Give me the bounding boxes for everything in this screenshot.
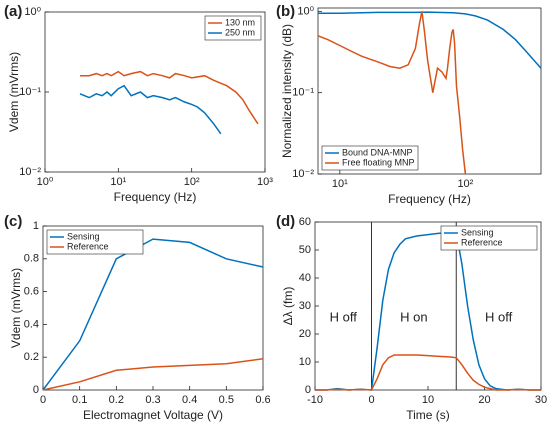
data-line	[42, 238, 264, 391]
legend-label: Sensing	[461, 227, 494, 237]
y-tick-label: 10⁰	[297, 5, 314, 17]
y-tick-label: 10	[299, 356, 311, 368]
data-line	[318, 11, 542, 69]
y-tick-label: 0.8	[24, 253, 39, 265]
x-tick-label: 0.5	[219, 394, 234, 406]
data-line	[42, 358, 264, 391]
data-line	[315, 354, 541, 391]
x-axis-label: Electromagnet Voltage (V)	[83, 408, 223, 422]
x-tick-label: 0	[368, 394, 374, 406]
x-tick-label: 10⁰	[37, 176, 54, 188]
legend-label: 130 nm	[225, 17, 255, 27]
legend-label: Free floating MNP	[342, 157, 415, 167]
x-tick-label: 10¹	[332, 178, 348, 190]
panel-label: (d)	[276, 213, 295, 230]
y-tick-label: 10⁰	[24, 6, 41, 18]
legend-box	[321, 145, 419, 171]
x-tick-label: 20	[478, 394, 490, 406]
y-tick-label: 60	[299, 216, 311, 228]
legend-box	[46, 229, 144, 255]
x-tick-label: 0.6	[255, 394, 270, 406]
legend-box	[204, 15, 262, 41]
x-tick-label: -10	[307, 394, 323, 406]
y-tick-label: 0	[33, 384, 39, 396]
y-tick-label: 0.2	[24, 351, 39, 363]
legend-label: Sensing	[67, 231, 100, 241]
data-line	[317, 11, 467, 175]
y-tick-label: 40	[299, 272, 311, 284]
x-tick-label: 0.3	[145, 394, 160, 406]
x-tick-label: 10²	[457, 178, 473, 190]
y-tick-label: 1	[33, 220, 39, 232]
x-axis-label: Time (s)	[406, 408, 450, 422]
x-tick-label: 0	[40, 394, 46, 406]
x-axis-label: Frequency (Hz)	[388, 192, 471, 206]
legend-label: Reference	[67, 241, 109, 251]
y-tick-label: 10⁻¹	[19, 86, 41, 98]
y-tick-label: 50	[299, 244, 311, 256]
y-tick-label: 10⁻²	[292, 168, 314, 180]
data-line	[79, 84, 222, 135]
x-tick-label: 0.2	[109, 394, 124, 406]
plot-area	[317, 7, 542, 175]
y-tick-label: 0.6	[24, 286, 39, 298]
y-axis-label: Vdem (mVrms)	[9, 268, 23, 348]
x-tick-label: 0.4	[182, 394, 197, 406]
panel-label: (c)	[4, 213, 22, 230]
x-axis-label: Frequency (Hz)	[114, 190, 197, 204]
annotation: H on	[400, 309, 427, 324]
x-tick-label: 10	[422, 394, 434, 406]
y-axis-label: Normalized intensity (dB)	[280, 24, 294, 158]
y-tick-label: 10⁻²	[19, 166, 41, 178]
x-tick-label: 0.1	[72, 394, 87, 406]
legend-label: Reference	[461, 237, 503, 247]
annotation: H off	[330, 309, 358, 324]
y-tick-label: 0	[305, 384, 311, 396]
legend-label: 250 nm	[225, 27, 255, 37]
x-tick-label: 10³	[257, 176, 273, 188]
y-tick-label: 20	[299, 328, 311, 340]
y-tick-label: 10⁻¹	[292, 87, 314, 99]
y-tick-label: 30	[299, 300, 311, 312]
x-tick-label: 10²	[184, 176, 200, 188]
data-line	[80, 70, 259, 125]
y-axis-label: Vdem (mVrms)	[7, 52, 21, 132]
x-tick-label: 10¹	[110, 176, 126, 188]
panel-label: (a)	[4, 3, 22, 20]
y-axis-label: Δλ (fm)	[281, 287, 295, 326]
legend-box	[440, 225, 538, 251]
x-tick-label: 30	[535, 394, 547, 406]
legend-label: Bound DNA-MNP	[342, 147, 413, 157]
y-tick-label: 0.4	[24, 318, 39, 330]
annotation: H off	[485, 309, 513, 324]
panel-label: (b)	[276, 3, 295, 20]
